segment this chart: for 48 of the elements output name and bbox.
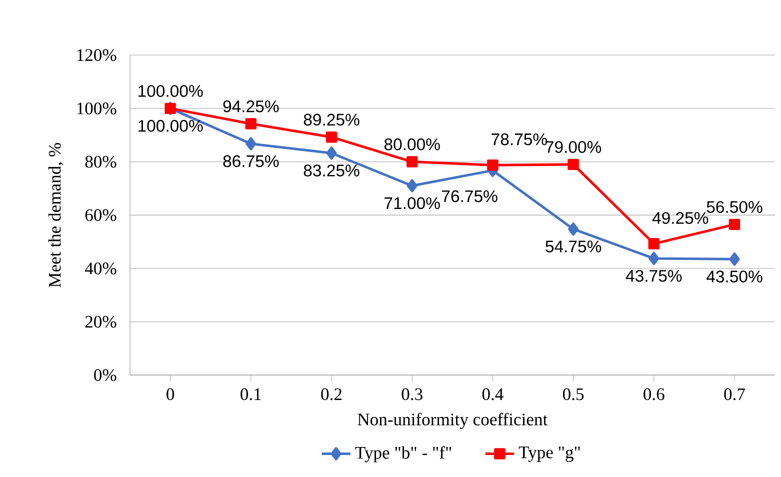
data-label: 54.75% [546,240,602,252]
x-tick-label: 0.6 [644,388,664,400]
x-tick-label: 0.3 [402,388,422,400]
data-label: 80.00% [384,138,440,150]
y-axis-title: Meet the demand, % [48,142,64,288]
point [406,156,418,168]
data-label: 83.25% [304,164,360,176]
y-tick-label: 100% [77,102,116,114]
point [568,158,579,170]
point [648,238,660,250]
data-label: 78.75% [492,133,547,146]
y-tick-label: 40% [84,262,116,274]
point [245,118,257,130]
data-label: 56.50% [706,201,762,213]
y-tick-label: 0% [94,369,116,382]
data-label: 94.25% [223,100,279,112]
point [728,218,740,230]
x-axis-title: Non-uniformity coefficient [358,412,548,429]
x-tick-label: 0.4 [482,388,504,400]
point [648,252,660,266]
data-label: 79.00% [546,141,602,153]
x-tick-label: 0.7 [724,388,745,400]
data-label: 71.00% [384,197,440,210]
point [326,146,337,160]
y-tick-label: 60% [85,209,116,222]
data-label: 43.50% [706,270,762,282]
point [729,252,740,266]
point [326,131,338,143]
data-label: 43.75% [626,270,682,282]
x-tick-label: 0.1 [240,388,261,400]
data-label: 89.25% [304,114,360,126]
x-tick-label: 0 [166,388,174,400]
data-label: 86.75% [223,155,279,168]
data-label: 76.75% [442,190,498,202]
point [568,222,579,236]
data-label: 100.00% [138,85,203,97]
x-tick-label: 0.2 [321,388,342,400]
point [487,159,498,171]
legend-label: Type "b" - "f" [355,446,452,462]
y-tick-label: 120% [77,49,116,62]
y-tick-label: 80% [85,156,116,168]
legend-label: Type "g" [518,446,580,462]
data-label: 49.25% [652,212,708,224]
y-tick-label: 20% [85,316,116,328]
point [246,137,256,150]
x-tick-label: 0.5 [562,388,584,400]
point [406,179,418,192]
data-label: 100.00% [138,120,203,132]
